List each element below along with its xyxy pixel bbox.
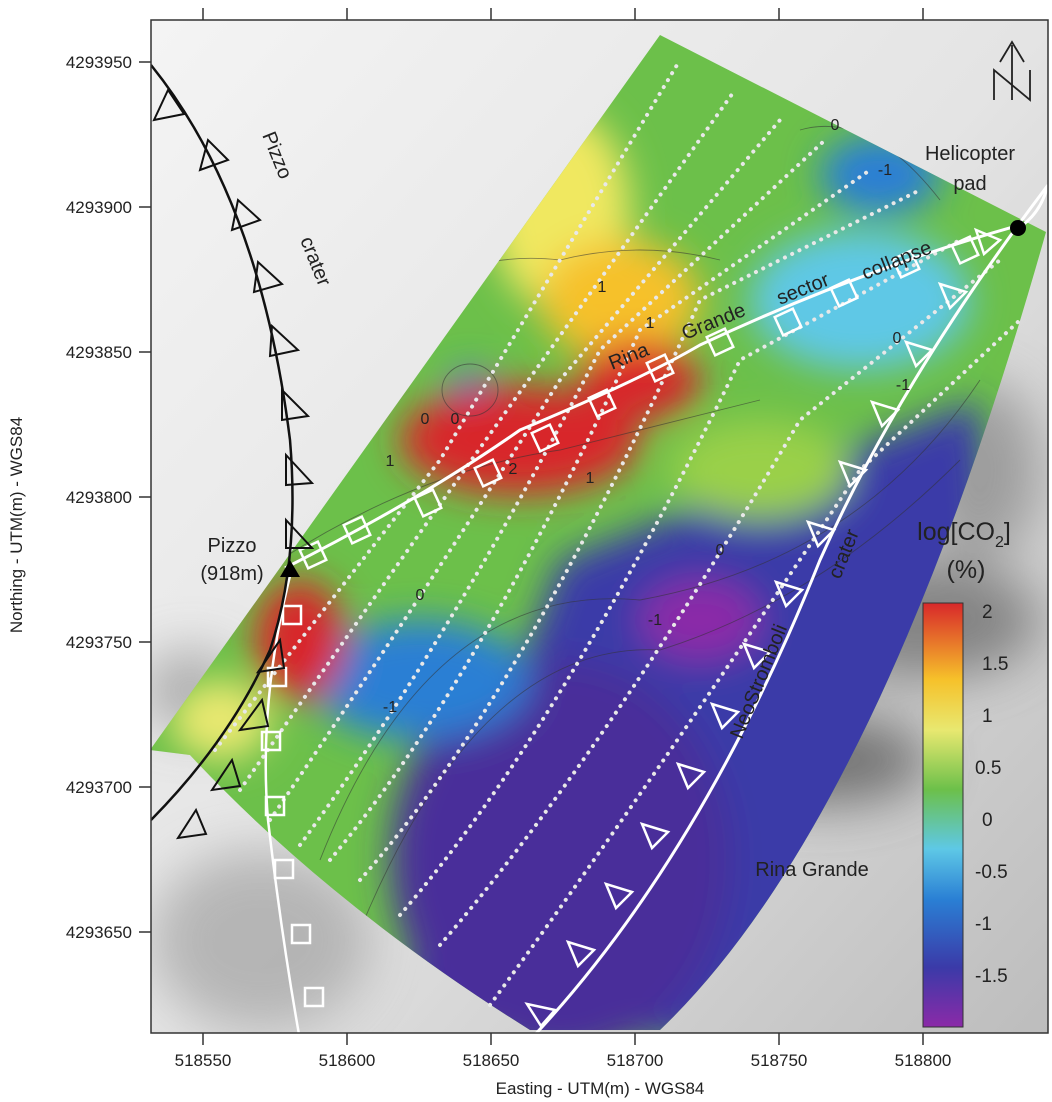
x-axis-title: Easting - UTM(m) - WGS84 — [496, 1079, 705, 1098]
map-frame — [150, 19, 1049, 1034]
x-tick-label: 518800 — [895, 1051, 952, 1070]
y-axis-title: Northing - UTM(m) - WGS84 — [7, 417, 26, 633]
rina-grande-label: Rina Grande — [755, 859, 868, 881]
contour-label: 0 — [451, 411, 460, 428]
legend-tick-label: -1 — [975, 914, 992, 935]
map-plot-area — [151, 20, 1048, 1033]
contour-label: 1 — [586, 470, 595, 487]
contour-label: 2 — [509, 461, 518, 478]
y-tick-label: 4293900 — [66, 198, 132, 217]
x-tick-labels: 518550 518600 518650 518700 518750 51880… — [175, 1051, 952, 1070]
contour-label: 0 — [716, 542, 725, 559]
north-arrow-icon — [993, 40, 1031, 102]
legend-unit: (%) — [947, 556, 986, 584]
y-tick-label: 4293850 — [66, 343, 132, 362]
contour-label: -1 — [383, 699, 397, 716]
sector-collapse-fault — [284, 223, 1021, 570]
x-tick-label: 518600 — [319, 1051, 376, 1070]
contour-label: -1 — [648, 612, 662, 629]
contour-label: 0 — [416, 587, 425, 604]
y-tick-labels: 4293950 4293900 4293850 4293800 4293750 … — [66, 53, 132, 942]
contour-label: -1 — [878, 162, 892, 179]
y-tick-label: 4293650 — [66, 923, 132, 942]
legend-tick-label: 1.5 — [982, 654, 1008, 675]
pizzo-crater-rim — [151, 64, 315, 840]
legend-tick-label: 2 — [982, 602, 993, 623]
x-tick-label: 518750 — [751, 1051, 808, 1070]
legend-tick-label: 0.5 — [975, 758, 1001, 779]
y-tick-label: 4293700 — [66, 778, 132, 797]
contour-label: 1 — [386, 453, 395, 470]
legend-tick-label: 0 — [982, 810, 993, 831]
pizzo-summit-marker — [280, 560, 300, 577]
legend-title: log[CO2] — [917, 518, 1011, 551]
helicopter-pad-label-1: Helicopter — [925, 143, 1015, 165]
contour-label: 0 — [831, 117, 840, 134]
x-tick-label: 518700 — [607, 1051, 664, 1070]
legend-color-bar — [922, 602, 964, 1028]
neostromboli-crater-rim — [524, 184, 1048, 1033]
legend-tick-label: -0.5 — [975, 862, 1008, 883]
co2-legend: log[CO2] (%) 2 1.5 1 0.5 0 -0.5 -1 -1.5 — [917, 518, 1011, 1028]
x-ticks — [202, 8, 924, 1045]
helicopter-pad-marker — [1010, 220, 1026, 236]
contour-label: 1 — [646, 315, 655, 332]
contour-label: 1 — [598, 279, 607, 296]
y-tick-label: 4293800 — [66, 488, 132, 507]
x-tick-label: 518650 — [463, 1051, 520, 1070]
legend-tick-label: -1.5 — [975, 966, 1008, 987]
x-tick-label: 518550 — [175, 1051, 232, 1070]
contour-label: 0 — [421, 411, 430, 428]
y-tick-label: 4293950 — [66, 53, 132, 72]
contour-label: -1 — [896, 377, 910, 394]
y-ticks — [139, 61, 151, 933]
y-tick-label: 4293750 — [66, 633, 132, 652]
contour-labels: 0 -1 1 1 0 0 1 2 1 0 0 -1 -1 0 -1 — [383, 117, 910, 716]
legend-tick-label: 1 — [982, 706, 993, 727]
pizzo-summit-label-1: Pizzo — [208, 535, 257, 557]
contour-label: 0 — [893, 330, 902, 347]
pizzo-summit-label-2: (918m) — [200, 563, 263, 585]
helicopter-pad-label-2: pad — [953, 173, 986, 195]
